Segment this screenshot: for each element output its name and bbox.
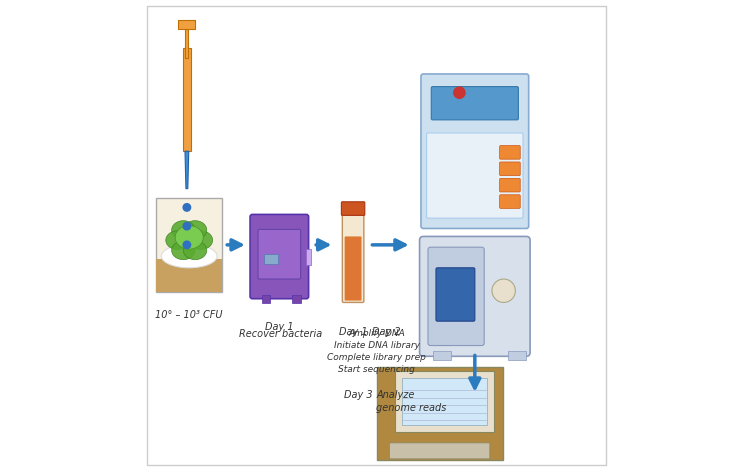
FancyBboxPatch shape (402, 378, 486, 425)
FancyBboxPatch shape (419, 236, 530, 356)
FancyBboxPatch shape (395, 371, 493, 432)
Ellipse shape (184, 241, 207, 260)
FancyBboxPatch shape (431, 87, 518, 120)
Text: Analyze
genome reads: Analyze genome reads (376, 390, 447, 413)
FancyBboxPatch shape (500, 146, 520, 159)
FancyBboxPatch shape (389, 443, 489, 459)
Polygon shape (185, 151, 189, 189)
FancyBboxPatch shape (258, 229, 300, 279)
Text: Recover bacteria: Recover bacteria (239, 329, 322, 339)
Ellipse shape (189, 231, 212, 250)
Ellipse shape (166, 231, 189, 250)
Ellipse shape (161, 244, 217, 268)
FancyBboxPatch shape (433, 351, 451, 359)
Ellipse shape (172, 241, 195, 260)
FancyBboxPatch shape (500, 195, 520, 208)
FancyBboxPatch shape (262, 295, 270, 303)
Polygon shape (183, 48, 191, 151)
FancyBboxPatch shape (500, 162, 520, 176)
Circle shape (454, 87, 465, 98)
FancyBboxPatch shape (306, 249, 311, 265)
Circle shape (492, 279, 515, 302)
Text: Amplify DNA
Initiate DNA library
Complete library prep
Start sequencing: Amplify DNA Initiate DNA library Complet… (327, 329, 426, 374)
FancyBboxPatch shape (508, 351, 526, 359)
FancyBboxPatch shape (341, 202, 364, 215)
Ellipse shape (175, 226, 203, 249)
Polygon shape (185, 30, 188, 57)
Circle shape (183, 203, 191, 211)
Text: 10° – 10³ CFU: 10° – 10³ CFU (155, 310, 223, 320)
Text: Day 1: Day 1 (339, 327, 367, 337)
Text: Day 3: Day 3 (343, 390, 372, 400)
Text: Day 2: Day 2 (371, 327, 400, 337)
FancyBboxPatch shape (157, 198, 222, 292)
FancyBboxPatch shape (250, 214, 309, 299)
FancyBboxPatch shape (157, 259, 222, 292)
FancyBboxPatch shape (343, 211, 364, 302)
FancyBboxPatch shape (428, 247, 484, 346)
FancyBboxPatch shape (427, 133, 523, 218)
Ellipse shape (184, 221, 207, 239)
FancyBboxPatch shape (264, 254, 278, 264)
Circle shape (183, 241, 191, 249)
FancyBboxPatch shape (345, 236, 361, 300)
Ellipse shape (172, 221, 195, 239)
Text: Day 1: Day 1 (265, 322, 294, 332)
FancyBboxPatch shape (421, 74, 529, 228)
Circle shape (183, 222, 191, 230)
Polygon shape (178, 20, 195, 30)
FancyBboxPatch shape (292, 295, 300, 303)
FancyBboxPatch shape (376, 366, 503, 460)
FancyBboxPatch shape (436, 268, 475, 321)
FancyBboxPatch shape (500, 179, 520, 192)
